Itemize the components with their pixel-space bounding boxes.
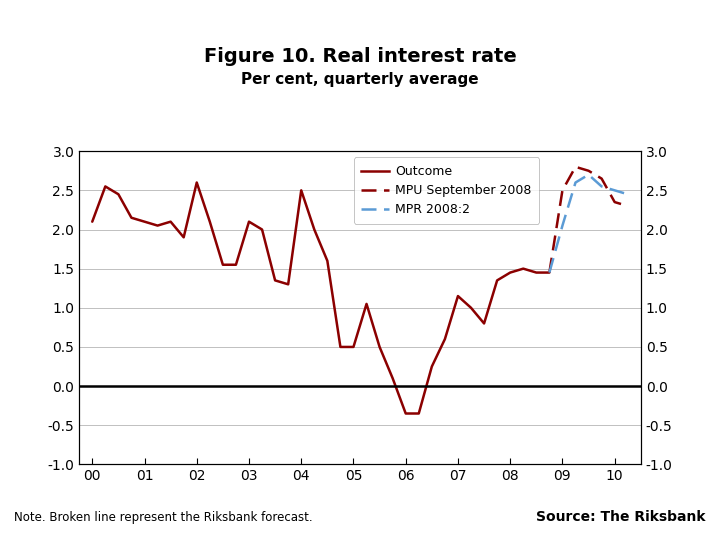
Legend: Outcome, MPU September 2008, MPR 2008:2: Outcome, MPU September 2008, MPR 2008:2 — [354, 158, 539, 224]
Text: Note. Broken line represent the Riksbank forecast.: Note. Broken line represent the Riksbank… — [14, 511, 313, 524]
Text: SVERIGES
RIKSBANK: SVERIGES RIKSBANK — [646, 72, 683, 83]
Text: Source: The Riksbank: Source: The Riksbank — [536, 510, 706, 524]
Text: Figure 10. Real interest rate: Figure 10. Real interest rate — [204, 47, 516, 66]
Text: Per cent, quarterly average: Per cent, quarterly average — [241, 72, 479, 87]
